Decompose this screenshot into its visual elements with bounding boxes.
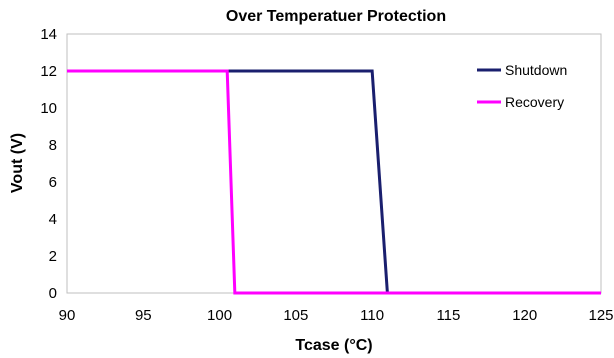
y-tick-label: 12 [40,63,57,80]
y-tick-label: 10 [40,100,57,117]
y-tick-label: 8 [49,137,57,154]
x-tick-label: 90 [59,307,76,324]
y-tick-label: 2 [49,248,57,265]
x-tick-label: 115 [436,307,460,324]
x-axis-title: Tcase (°C) [295,337,372,354]
chart-title: Over Temperatuer Protection [226,8,446,25]
x-tick-label: 120 [512,307,537,324]
x-tick-label: 105 [283,307,308,324]
y-tick-label: 14 [40,26,57,43]
series-layer [67,69,601,295]
series-line-recovery [67,69,601,295]
y-tick-label: 6 [49,174,57,191]
legend-label-recovery: Recovery [505,94,564,110]
y-axis-title: Vout (V) [9,133,26,193]
x-tick-label: 125 [588,307,613,324]
x-tick-label: 95 [135,307,152,324]
legend: Shutdown Recovery [477,62,567,110]
legend-label-shutdown: Shutdown [505,62,567,78]
y-tick-label: 4 [49,211,57,228]
x-tick-label: 100 [207,307,232,324]
x-tick-label: 110 [360,307,384,324]
y-tick-label: 0 [49,285,57,302]
x-axis-ticks: 90 95 100 105 110 115 120 125 [59,307,614,324]
y-axis-ticks: 0 2 4 6 8 10 12 14 [40,26,57,302]
